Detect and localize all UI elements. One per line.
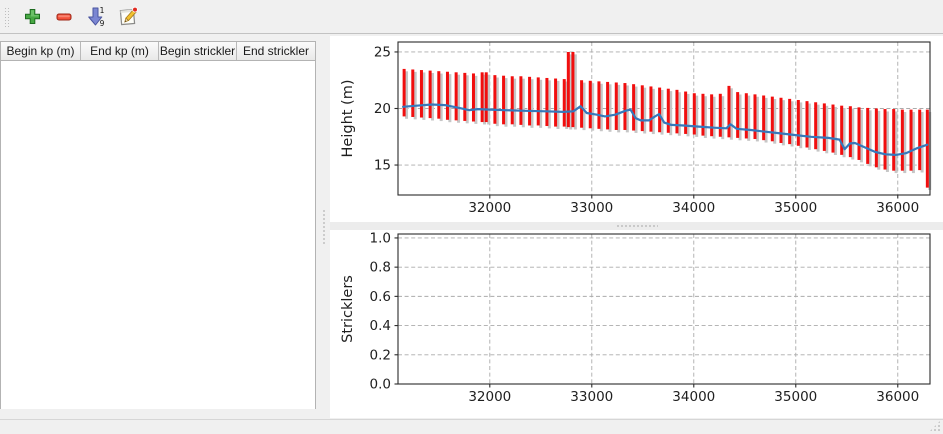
plus-icon: [24, 9, 40, 24]
svg-text:36000: 36000: [876, 389, 919, 405]
resize-grip-icon[interactable]: [929, 420, 941, 432]
svg-text:Stricklers: Stricklers: [340, 275, 356, 343]
table-header-row: Begin kp (m) End kp (m) Begin strickler …: [1, 42, 315, 61]
svg-text:32000: 32000: [468, 389, 511, 405]
svg-text:25: 25: [374, 44, 391, 60]
svg-text:35000: 35000: [774, 389, 817, 405]
svg-text:0.8: 0.8: [370, 260, 391, 276]
status-bar: [0, 419, 943, 434]
minus-icon: [56, 13, 72, 20]
height-chart: 32000 33000 34000 35000 36000 15 20 25 Height (m…: [340, 41, 932, 216]
svg-text:0.0: 0.0: [370, 377, 391, 393]
svg-text:1: 1: [100, 6, 105, 15]
vertical-splitter[interactable]: [317, 36, 330, 418]
svg-text:1.0: 1.0: [370, 230, 391, 246]
remove-row-button[interactable]: [50, 3, 78, 31]
column-header-end-kp[interactable]: End kp (m): [81, 42, 159, 60]
svg-text:32000: 32000: [468, 200, 511, 216]
svg-text:33000: 33000: [570, 389, 613, 405]
toolbar-drag-handle[interactable]: [4, 6, 9, 27]
svg-text:0.2: 0.2: [370, 347, 391, 363]
table-body[interactable]: [1, 61, 315, 409]
column-header-begin-kp[interactable]: Begin kp (m): [1, 42, 81, 60]
svg-text:34000: 34000: [672, 389, 715, 405]
svg-text:0.4: 0.4: [370, 318, 391, 334]
svg-text:36000: 36000: [876, 200, 919, 216]
toolbar: 1 9: [0, 0, 943, 34]
splitter-grip-icon: [321, 209, 326, 245]
svg-text:9: 9: [100, 19, 105, 28]
svg-text:20: 20: [374, 101, 391, 117]
column-header-end-strickler[interactable]: End strickler: [242, 44, 310, 58]
horizontal-splitter[interactable]: [330, 222, 943, 230]
svg-text:0.6: 0.6: [370, 289, 391, 305]
splitter-grip-icon: [615, 224, 658, 228]
stricklers-chart: 32000 33000 34000 35000 36000 0.0 0.2 0.4 0.6 0.8…: [340, 230, 931, 405]
add-row-button[interactable]: [18, 3, 46, 31]
strickler-table: Begin kp (m) End kp (m) Begin strickler …: [0, 41, 316, 409]
edit-button[interactable]: [114, 3, 142, 31]
edit-icon: [119, 6, 138, 26]
sort-numeric-icon: 1 9: [88, 6, 105, 28]
svg-text:35000: 35000: [774, 200, 817, 216]
svg-text:34000: 34000: [672, 200, 715, 216]
chart-panel: 32000 33000 34000 35000 36000 15 20 25 Height (m…: [330, 36, 943, 418]
svg-text:15: 15: [374, 158, 391, 174]
column-header-begin-strickler[interactable]: Begin strickler: [159, 42, 237, 60]
svg-text:Height (m): Height (m): [340, 80, 356, 158]
svg-text:33000: 33000: [570, 200, 613, 216]
sort-rows-button[interactable]: 1 9: [82, 3, 110, 31]
